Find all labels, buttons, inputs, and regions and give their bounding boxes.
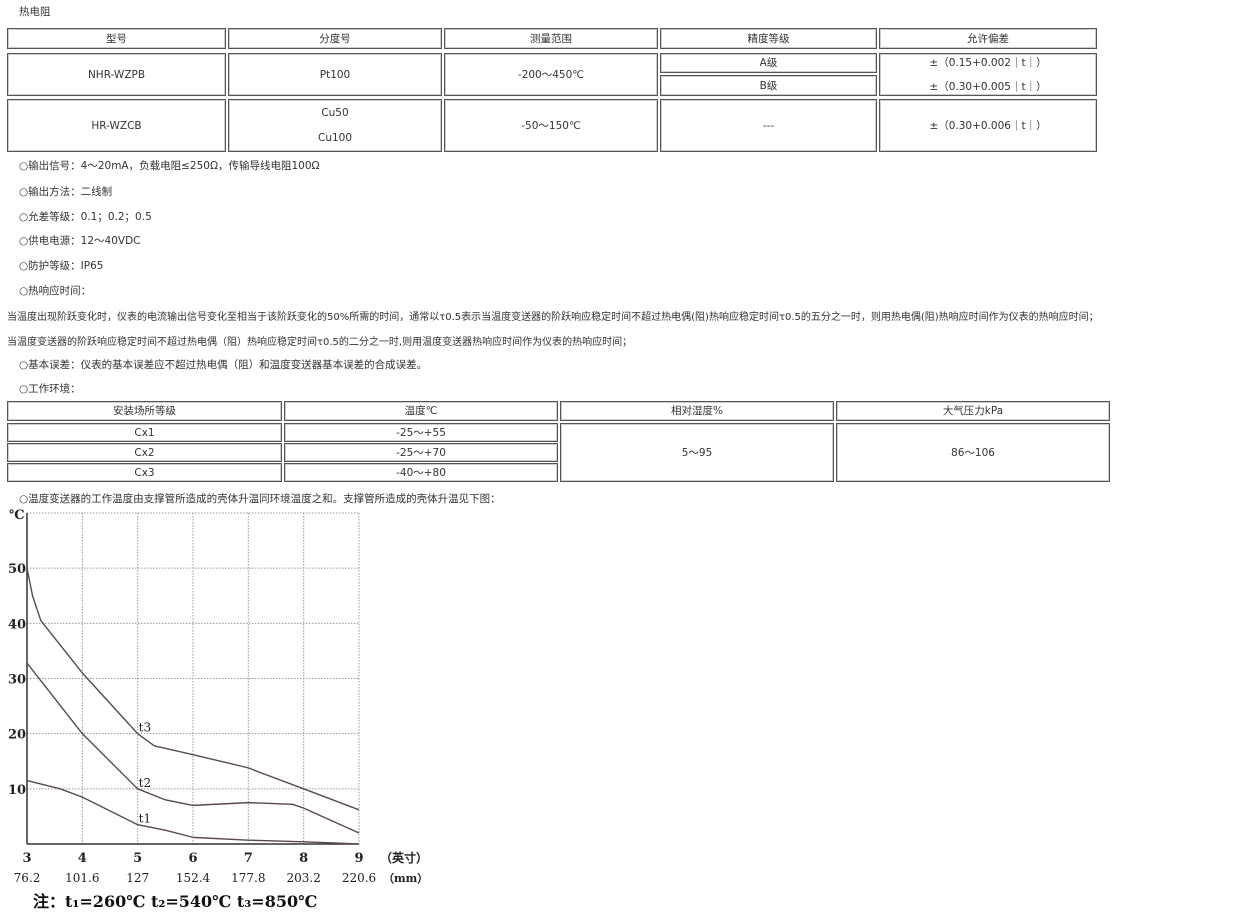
- grade-cell: B级: [660, 75, 877, 96]
- paragraph: 当温度变送器的阶跃响应稳定时间不超过热电偶（阻）热响应稳定时间τ0.5的二分之一…: [7, 337, 633, 348]
- graduation-value: Cu100: [317, 131, 353, 144]
- model-cell: HR-WZCB: [7, 99, 226, 152]
- header-cell: 允许偏差: [879, 28, 1097, 49]
- header-cell: 测量范围: [444, 28, 658, 49]
- series-label-t1: t1: [139, 812, 151, 826]
- spec-protection: ○防护等级：IP65: [19, 260, 104, 272]
- tolerance-a: ±（0.15+0.002｜t｜）: [929, 56, 1047, 69]
- basic-error: ○基本误差：仪表的基本误差应不超过热电偶（阻）和温度变送器基本误差的合成误差。: [19, 359, 428, 371]
- header-cell: 型号: [7, 28, 226, 49]
- series-line-t1: [26, 779, 360, 845]
- spec-accuracy-grade: ○允差等级：0.1；0.2；0.5: [19, 211, 152, 223]
- temp-cell: -25～+55: [284, 423, 558, 442]
- temperature-rise-chart: 10 20 30 40 50 3 4 5 6 7 8 9 76.2 101.6 127 152.4 177.8 2…: [8, 508, 428, 911]
- range-cell: -200～450℃: [444, 53, 658, 96]
- y-tick-label: 20: [8, 728, 26, 743]
- x-tick-label: 8: [299, 851, 308, 866]
- y-axis-label: ℃: [9, 508, 25, 523]
- env-title: ○工作环境：: [19, 383, 81, 395]
- x-tick-label: 5: [133, 851, 142, 866]
- x2-tick-label: 177.8: [231, 871, 265, 885]
- paragraph: 当温度出现阶跃变化时，仪表的电流输出信号变化至相当于该阶跃变化的50%所需的时间…: [7, 312, 1099, 323]
- pressure-cell: 86～106: [836, 423, 1110, 482]
- header-cell: 大气压力kPa: [836, 401, 1110, 421]
- grade-cell: Cx3: [7, 463, 282, 482]
- header-cell: 温度℃: [284, 401, 558, 421]
- series-line-t3: [26, 568, 360, 811]
- model-cell: NHR-WZPB: [7, 53, 226, 96]
- humidity-cell: 5～95: [560, 423, 834, 482]
- series-label-t3: t3: [139, 721, 151, 735]
- header-cell: 相对湿度%: [560, 401, 834, 421]
- section-title: 热电阻: [19, 6, 51, 18]
- tolerance-b: ±（0.30+0.005｜t｜）: [929, 80, 1047, 93]
- y-tick-label: 40: [8, 617, 26, 632]
- spec-output-method: ○输出方法：二线制: [19, 186, 113, 198]
- graduation-value: Cu50: [321, 106, 349, 119]
- tolerance-cell: ±（0.15+0.002｜t｜） ±（0.30+0.005｜t｜）: [879, 53, 1097, 96]
- x-tick-label: 7: [244, 851, 253, 866]
- header-cell: 安装场所等级: [7, 401, 282, 421]
- x-tick-label: 9: [354, 851, 363, 866]
- x2-tick-label: 220.6: [342, 871, 376, 885]
- spec-power-supply: ○供电电源：12～40VDC: [19, 235, 141, 247]
- x2-tick-label: 76.2: [14, 871, 41, 885]
- tolerance-cell: ±（0.30+0.006｜t｜）: [879, 99, 1097, 152]
- grade-cell: ---: [660, 99, 877, 152]
- x2-tick-label: 152.4: [176, 871, 211, 885]
- header-cell: 精度等级: [660, 28, 877, 49]
- x-tick-label: 6: [188, 851, 197, 866]
- y-tick-label: 10: [8, 783, 26, 798]
- y-tick-label: 30: [8, 673, 26, 688]
- spec-response-time: ○热响应时间：: [19, 285, 92, 297]
- series-line-t2: [26, 662, 360, 834]
- temp-cell: -40～+80: [284, 463, 558, 482]
- grade-cell: Cx1: [7, 423, 282, 442]
- x2-axis-label: （mm）: [383, 872, 428, 885]
- temp-cell: -25～+70: [284, 443, 558, 462]
- series-label-t2: t2: [139, 776, 151, 790]
- graduation-cell: Pt100: [228, 53, 442, 96]
- y-tick-label: 50: [8, 562, 26, 577]
- x2-tick-label: 203.2: [286, 871, 320, 885]
- x2-tick-label: 101.6: [65, 871, 99, 885]
- range-cell: -50～150℃: [444, 99, 658, 152]
- grade-cell: Cx2: [7, 443, 282, 462]
- header-cell: 分度号: [228, 28, 442, 49]
- spec-output-signal: ○输出信号：4～20mA，负载电阻≤250Ω，传输导线电阻100Ω: [19, 160, 320, 172]
- x2-tick-label: 127: [126, 871, 149, 885]
- chart-intro: ○温度变送器的工作温度由支撑管所造成的壳体升温同环境温度之和。支撑管所造成的壳体…: [19, 493, 501, 505]
- x-axis-label: （英寸）: [380, 850, 428, 865]
- x-tick-label: 3: [22, 851, 31, 866]
- grade-cell: A级: [660, 53, 877, 73]
- graduation-cell: Cu50 Cu100: [228, 99, 442, 152]
- x-tick-label: 4: [78, 851, 87, 866]
- chart-note: 注：t₁=260℃ t₂=540℃ t₃=850℃: [33, 892, 317, 911]
